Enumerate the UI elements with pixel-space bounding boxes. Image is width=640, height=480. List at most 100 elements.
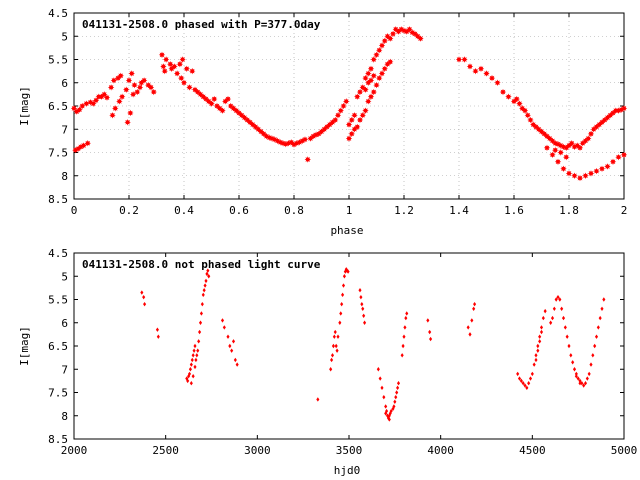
data-point [365,98,372,105]
data-point [499,88,507,96]
data-point [235,362,239,367]
data-point [560,306,564,311]
data-point [197,339,201,344]
data-point [358,288,362,293]
data-point [468,332,472,337]
data-point [517,376,522,381]
y-tick-label: 4.5 [48,7,68,20]
data-point [231,339,236,344]
data-point [191,353,195,358]
data-point [330,357,334,363]
data-point [189,67,196,75]
data-point [378,376,382,381]
data-point [362,86,369,93]
data-point [191,374,195,379]
data-point [578,381,582,386]
plot-frame [73,252,625,440]
data-point [593,167,600,175]
data-point [400,353,404,358]
data-point [389,408,393,414]
data-point [334,112,342,119]
x-tick-label: 3000 [244,444,271,457]
y-tick-label: 8.5 [48,193,68,206]
data-point [189,362,193,367]
data-point [461,56,468,63]
data-point [198,329,202,335]
data-point [362,107,369,114]
data-point [187,371,192,377]
data-point [204,278,208,284]
data-point [193,343,197,349]
phased-light-curve-plot: 0 0.2 0.4 0.6 0.8 1 1.2 1.4 1.6 1.8 2 4.5 5 5.5 6 6.5 7 7… [18,7,627,237]
data-point [367,93,375,100]
x-tick-label: 0.2 [119,204,139,217]
data-point [536,348,540,353]
data-point [155,327,159,332]
data-point [572,367,577,372]
data-point [128,70,135,77]
data-point [516,371,520,377]
data-point [344,267,348,272]
data-point [568,140,575,147]
data-point [615,153,622,161]
data-point [565,334,569,339]
data-point [335,348,339,353]
data-point [519,378,523,384]
data-point [543,144,551,152]
data-point [539,325,544,330]
data-point [404,315,408,321]
data-point [201,292,205,298]
ticks: 0 0.2 0.4 0.6 0.8 1 1.2 1.4 1.6 1.8 2 4.5 5 5.5 6 6.5 7 7… [48,7,627,217]
data-point [513,95,520,103]
data-point [488,74,496,82]
x-tick-label: 1.2 [394,204,414,217]
data-point [125,77,133,84]
data-point [470,318,474,323]
data-point [527,381,531,386]
data-point [582,383,586,388]
unphased-light-curve-plot: 2000 2500 3000 3500 4000 4500 5000 4.5 5 5.5 6 6.5 7… [18,247,637,477]
data-point [178,74,185,82]
data-point [380,385,384,391]
data-point [203,283,207,288]
data-point [179,56,186,63]
data-point [417,35,424,42]
data-point [348,116,355,124]
data-point [222,325,226,330]
data-point [596,325,600,330]
data-point [598,165,606,172]
y-tick-label: 5 [61,30,68,43]
x-tick-label: 4500 [519,444,546,457]
y-tick-label: 7 [61,123,68,136]
data-point [538,334,542,339]
data-point [587,130,595,138]
data-point [109,112,116,119]
data-point [161,67,168,75]
data-point [365,70,372,77]
data-point [367,77,375,84]
data-point [370,72,377,79]
data-point [378,42,386,49]
x-axis-label: hjd0 [334,464,361,477]
data-point [387,417,391,422]
x-tick-label: 0.8 [284,204,304,217]
data-point [392,404,396,409]
data-point [76,106,83,113]
data-point [589,362,593,367]
data-point [195,353,199,358]
y-axis-label: I[mag] [18,326,31,366]
y-tick-label: 5.5 [48,54,68,67]
data-point [332,116,339,124]
data-point [340,301,344,307]
data-point [110,77,118,84]
data-point [455,56,463,63]
data-point [386,415,390,421]
data-point [341,292,345,298]
data-point [173,70,181,77]
data-point [538,339,542,344]
y-tick-label: 5 [61,270,68,283]
data-point [351,112,358,119]
data-point [129,91,137,98]
data-point [341,283,346,288]
